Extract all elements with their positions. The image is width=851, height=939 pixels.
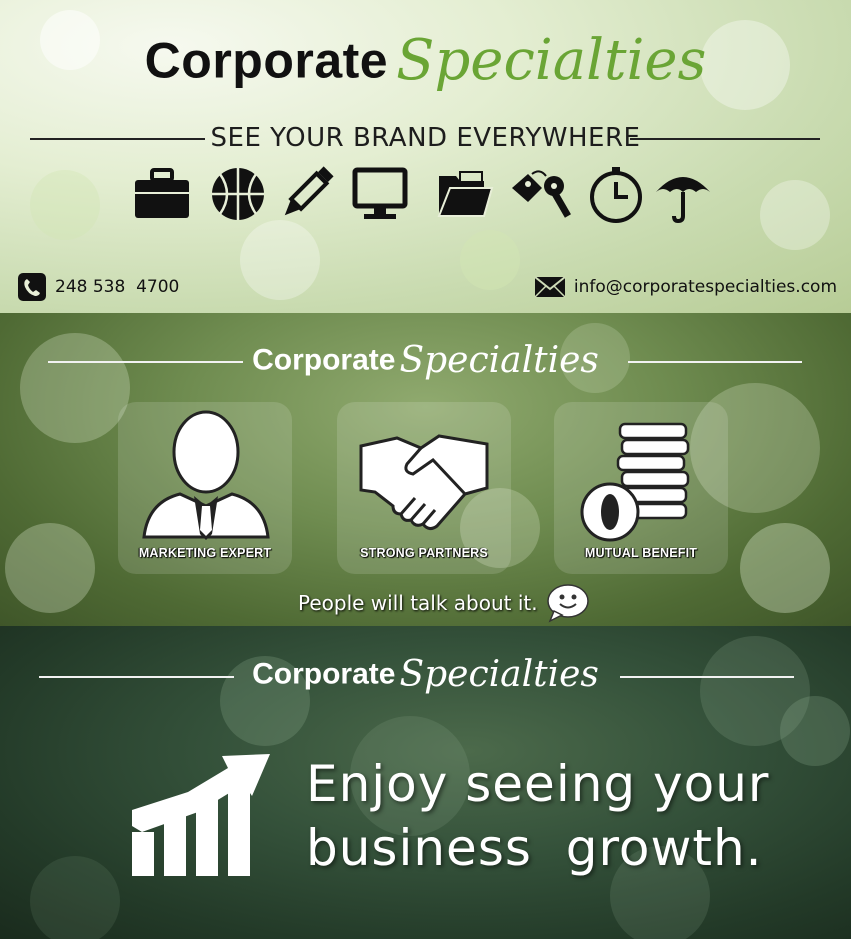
briefcase-icon bbox=[135, 168, 189, 218]
talk-text: People will talk about it. bbox=[298, 591, 538, 615]
divider-right-2 bbox=[628, 361, 802, 363]
logo-wordmark-2: Corporate bbox=[252, 343, 396, 377]
feature-card-marketing: MARKETING EXPERT bbox=[118, 402, 292, 574]
logo-script: Specialties bbox=[396, 28, 707, 93]
feature-card-partners: STRONG PARTNERS bbox=[337, 402, 511, 574]
logo-script-3: Specialties bbox=[399, 654, 599, 695]
divider-left bbox=[30, 138, 205, 140]
product-icons bbox=[132, 166, 722, 226]
envelope-icon bbox=[534, 276, 566, 298]
growth-chart-icon bbox=[132, 754, 270, 876]
growth-line-1: Enjoy seeing your bbox=[306, 755, 770, 813]
feature-label: MUTUAL BENEFIT bbox=[584, 546, 698, 560]
tagline: SEE YOUR BRAND EVERYWHERE bbox=[210, 123, 641, 153]
pencil-icon bbox=[284, 166, 334, 216]
phone-number[interactable]: 248 538 4700 bbox=[55, 277, 180, 297]
basketball-icon bbox=[212, 168, 264, 220]
keys-icon bbox=[512, 170, 571, 218]
coins-icon bbox=[580, 422, 690, 542]
brand-logo: Corporate Specialties bbox=[0, 28, 851, 93]
divider-right bbox=[630, 138, 820, 140]
speech-bubble-icon bbox=[546, 584, 589, 623]
feature-label: MARKETING EXPERT bbox=[138, 546, 272, 560]
brand-banner-panel: Corporate Specialties SEE YOUR BRAND EVER… bbox=[0, 0, 851, 313]
clock-icon bbox=[590, 167, 642, 223]
email-address[interactable]: info@corporatespecialties.com bbox=[573, 277, 837, 297]
growth-line-2: business growth. bbox=[306, 819, 763, 877]
logo-wordmark: Corporate bbox=[144, 32, 389, 89]
businessman-icon bbox=[142, 410, 270, 540]
feature-label: STRONG PARTNERS bbox=[360, 546, 488, 560]
phone-contact: 248 538 4700 bbox=[17, 272, 179, 302]
feature-card-benefit: MUTUAL BENEFIT bbox=[554, 402, 728, 574]
growth-headline: Enjoy seeing your business growth. bbox=[306, 752, 769, 880]
folder-icon bbox=[437, 171, 494, 217]
brand-logo-3: Corporate Specialties bbox=[0, 654, 851, 695]
divider-left-2 bbox=[48, 361, 243, 363]
talk-line: People will talk about it. bbox=[298, 583, 590, 623]
logo-script-2: Specialties bbox=[399, 340, 599, 381]
divider-left-3 bbox=[39, 676, 234, 678]
monitor-icon bbox=[352, 167, 408, 219]
divider-right-3 bbox=[620, 676, 794, 678]
logo-wordmark-3: Corporate bbox=[252, 657, 396, 691]
umbrella-icon bbox=[656, 177, 710, 224]
handshake-icon bbox=[359, 434, 489, 531]
brand-logo-2: Corporate Specialties bbox=[0, 340, 851, 381]
phone-icon bbox=[18, 273, 46, 301]
email-contact: info@corporatespecialties.com bbox=[534, 272, 837, 302]
